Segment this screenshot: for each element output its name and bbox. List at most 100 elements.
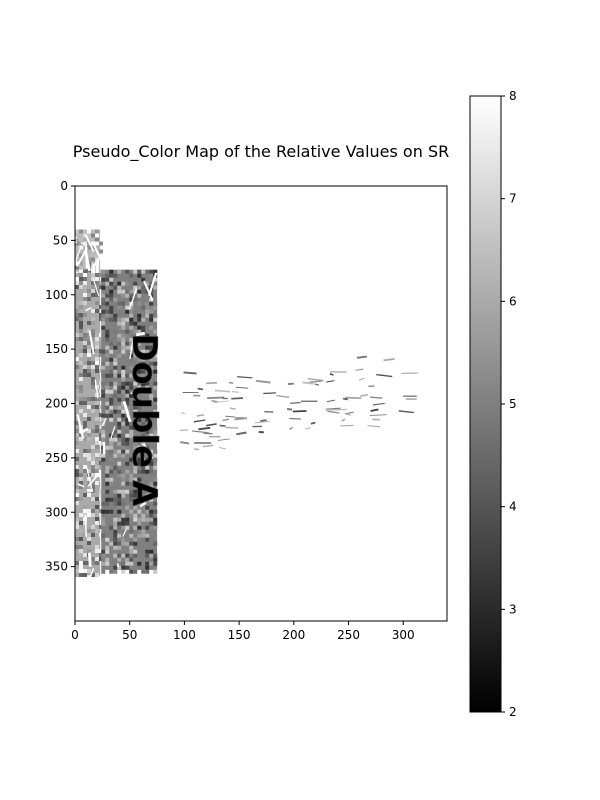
heat-cell [117, 317, 122, 322]
heat-cell [79, 349, 83, 353]
heat-cell [129, 297, 134, 302]
heat-cell [149, 309, 154, 314]
heat-cell [75, 561, 79, 565]
heat-cell [129, 549, 134, 554]
heat-cell [117, 305, 122, 310]
heat-cell [83, 493, 87, 497]
heat-cell [101, 393, 106, 398]
y-tick-label: 50 [53, 233, 68, 247]
heat-cell [149, 317, 154, 322]
heat-cell [79, 241, 83, 246]
heat-cell [91, 333, 95, 337]
heat-cell [113, 293, 118, 298]
heat-cell [153, 449, 158, 454]
heat-cell [145, 413, 150, 418]
heat-cell [99, 349, 103, 353]
heat-cell [145, 269, 150, 274]
heat-cell [95, 517, 99, 521]
heat-cell [109, 397, 114, 402]
heat-cell [83, 229, 87, 234]
heat-streak [222, 418, 230, 422]
heat-cell [153, 305, 158, 310]
heat-cell [109, 277, 114, 282]
heat-cell [129, 509, 134, 514]
heat-cell [95, 437, 99, 441]
heat-cell [83, 349, 87, 353]
heat-cell [117, 433, 122, 438]
heat-cell [113, 537, 118, 542]
heat-cell [137, 365, 142, 370]
heat-cell [113, 345, 118, 350]
heat-cell [83, 469, 87, 473]
heat-cell [109, 441, 114, 446]
heat-cell [79, 353, 83, 357]
heat-cell [87, 333, 91, 337]
heat-cell [137, 405, 142, 410]
heat-streak [228, 381, 234, 384]
heat-cell [113, 565, 118, 570]
heat-cell [101, 517, 106, 522]
heat-cell [137, 361, 142, 366]
heat-cell [87, 405, 91, 409]
heat-cell [99, 333, 103, 337]
heat-cell [113, 545, 118, 550]
heat-cell [79, 233, 83, 238]
heat-cell [113, 393, 118, 398]
heat-cell [91, 309, 95, 313]
heat-cell [75, 449, 79, 453]
heat-cell [105, 293, 110, 298]
heat-cell [149, 345, 154, 350]
x-tick-label: 150 [228, 628, 251, 642]
heat-streak [202, 444, 214, 448]
heat-cell [129, 337, 134, 342]
heat-cell [83, 273, 87, 277]
heat-cell [75, 241, 79, 246]
heat-cell [79, 273, 83, 277]
heat-cell [153, 317, 158, 322]
heat-highlight [110, 426, 116, 439]
heat-cell [75, 357, 79, 361]
heat-cell [75, 337, 79, 341]
heat-cell [125, 541, 130, 546]
heat-cell [137, 369, 142, 374]
heat-cell [109, 481, 114, 486]
heat-cell [121, 473, 126, 478]
heat-cell [121, 421, 126, 426]
heat-cell [133, 337, 138, 342]
heat-streak [254, 420, 270, 424]
heat-cell [121, 433, 126, 438]
heat-cell [109, 417, 114, 422]
heat-cell [141, 329, 146, 334]
heat-cell [149, 361, 154, 366]
heat-cell [105, 393, 110, 398]
heat-cell [83, 285, 87, 289]
heat-cell [125, 525, 130, 530]
heat-cell [75, 505, 79, 509]
heat-cell [121, 349, 126, 354]
heat-cell [133, 377, 138, 382]
heat-cell [79, 433, 83, 437]
heat-cell [125, 469, 130, 474]
heat-cell [101, 549, 106, 554]
heat-cell [87, 541, 91, 545]
heat-cell [117, 413, 122, 418]
heat-cell [99, 549, 103, 553]
heat-cell [95, 361, 99, 365]
heat-cell [95, 549, 99, 553]
heat-cell [79, 285, 83, 289]
heat-cell [133, 353, 138, 358]
heat-cell [133, 513, 138, 518]
heat-highlight [122, 529, 127, 537]
heat-cell [125, 513, 130, 518]
heat-cell [95, 505, 99, 509]
heat-cell [109, 457, 114, 462]
heat-cell [95, 237, 99, 242]
heat-cell [79, 385, 83, 389]
heat-cell [121, 537, 126, 542]
heat-cell [117, 509, 122, 514]
heat-cell [137, 469, 142, 474]
heat-cell [109, 449, 114, 454]
heat-cell [137, 477, 142, 482]
heat-cell [99, 353, 103, 357]
heat-cell [79, 345, 83, 349]
